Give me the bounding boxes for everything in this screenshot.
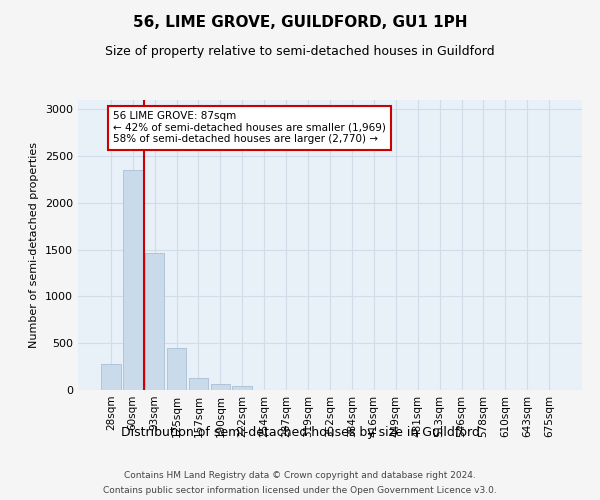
Bar [145,254,164,390]
Text: Contains HM Land Registry data © Crown copyright and database right 2024.: Contains HM Land Registry data © Crown c… [124,471,476,480]
Bar [232,386,252,390]
Text: 56 LIME GROVE: 87sqm
← 42% of semi-detached houses are smaller (1,969)
58% of se: 56 LIME GROVE: 87sqm ← 42% of semi-detac… [113,111,386,144]
Bar [123,170,143,390]
Bar [101,364,121,390]
Text: Size of property relative to semi-detached houses in Guildford: Size of property relative to semi-detach… [105,45,495,58]
Text: Contains public sector information licensed under the Open Government Licence v3: Contains public sector information licen… [103,486,497,495]
Text: 56, LIME GROVE, GUILDFORD, GU1 1PH: 56, LIME GROVE, GUILDFORD, GU1 1PH [133,15,467,30]
Bar [188,378,208,390]
Text: Distribution of semi-detached houses by size in Guildford: Distribution of semi-detached houses by … [121,426,479,439]
Bar [167,348,187,390]
Y-axis label: Number of semi-detached properties: Number of semi-detached properties [29,142,40,348]
Bar [211,384,230,390]
